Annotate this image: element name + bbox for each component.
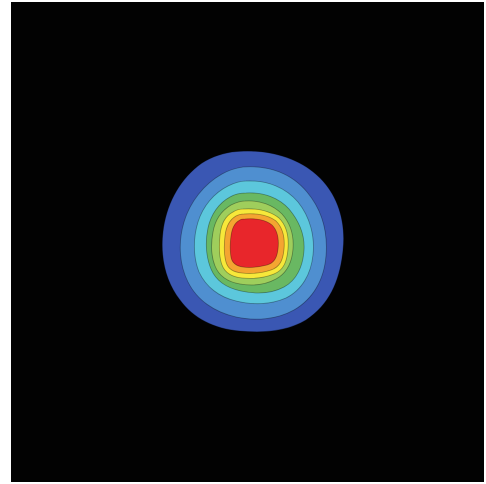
contour-peak xyxy=(229,218,279,268)
